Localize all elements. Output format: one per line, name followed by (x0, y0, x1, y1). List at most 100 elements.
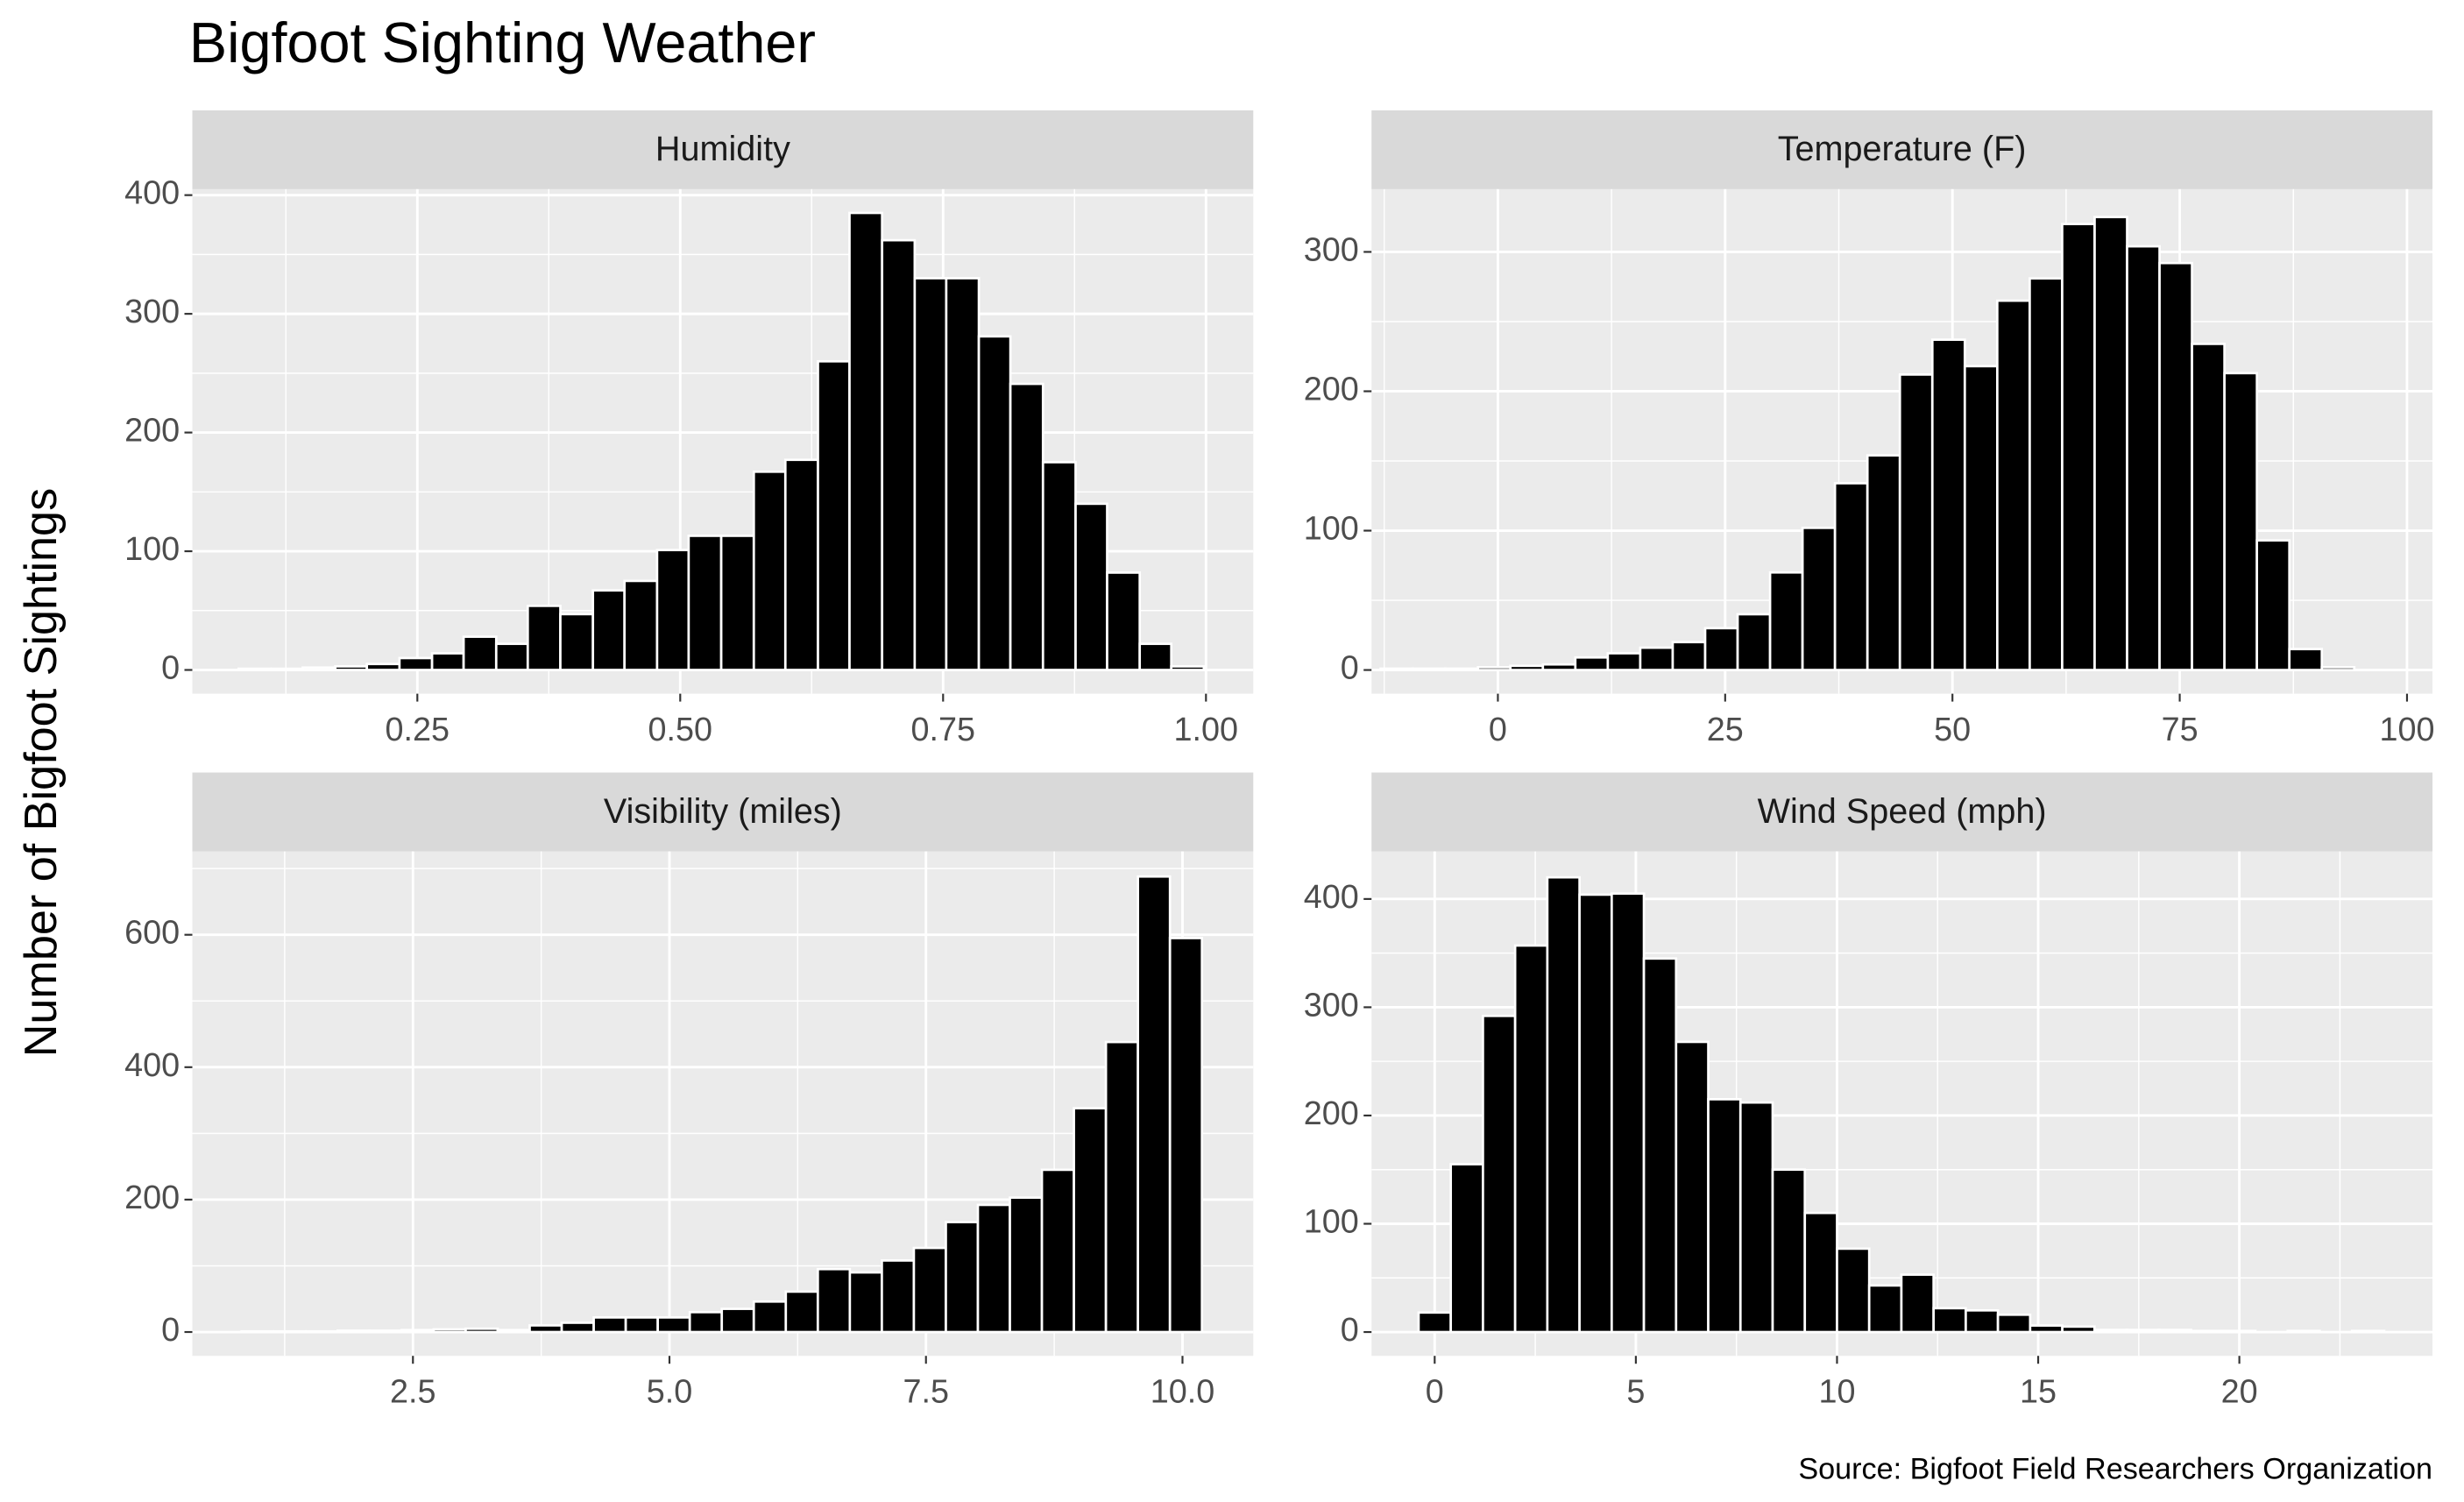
bar (1138, 642, 1173, 671)
bar (1482, 1014, 1517, 1334)
bar (2029, 277, 2064, 671)
x-tick-label: 5.0 (647, 1373, 693, 1410)
chart-title: Bigfoot Sighting Weather (189, 11, 816, 74)
bar (1866, 454, 1901, 671)
x-tick-label: 50 (1934, 712, 1971, 748)
x-tick-label: 25 (1707, 712, 1744, 748)
strip (192, 772, 1254, 852)
y-tick-label: 100 (1304, 511, 1359, 548)
x-tick-label: 0 (1489, 712, 1507, 748)
bar (2350, 1329, 2386, 1334)
strip-label: Humidity (655, 130, 790, 168)
bar (368, 1329, 403, 1334)
bar (688, 1311, 724, 1334)
bar (881, 238, 917, 671)
bar (430, 652, 465, 671)
x-tick-label: 75 (2162, 712, 2198, 748)
x-tick-label: 5 (1626, 1373, 1645, 1410)
bar (1170, 665, 1206, 671)
bar (560, 1321, 595, 1334)
bar (784, 1290, 819, 1334)
strip-label: Temperature (F) (1778, 130, 2027, 168)
y-tick-label: 300 (124, 294, 180, 330)
y-tick-label: 0 (161, 649, 180, 686)
x-tick-label: 0.75 (911, 712, 976, 748)
bar (1900, 1273, 1936, 1334)
bar (272, 1329, 308, 1334)
bar (1898, 373, 1934, 671)
x-tick-label: 10.0 (1151, 1373, 1215, 1410)
bar (1606, 652, 1642, 671)
bar (2320, 666, 2356, 671)
bar (1771, 1168, 1807, 1334)
bar (720, 1307, 755, 1334)
bar (304, 1329, 339, 1334)
bar (783, 458, 819, 671)
bar (526, 605, 562, 671)
bar (1738, 1101, 1774, 1334)
bar (623, 579, 659, 671)
bar (1836, 1247, 1871, 1334)
bar (1009, 1196, 1044, 1334)
bar (1610, 892, 1646, 1334)
y-tick-label: 300 (1304, 987, 1359, 1024)
y-tick-label: 0 (1341, 1312, 1359, 1349)
bar (1703, 627, 1739, 671)
y-tick-label: 200 (124, 1180, 180, 1216)
y-tick-label: 200 (124, 413, 180, 450)
bar (1736, 613, 1772, 671)
bar (2158, 261, 2193, 671)
x-tick-label: 15 (2020, 1373, 2057, 1410)
y-tick-label: 400 (124, 175, 180, 212)
bar (2223, 372, 2259, 671)
bar (624, 1316, 660, 1334)
bar (1803, 1211, 1838, 1334)
bar (1639, 646, 1675, 671)
bar (1513, 944, 1549, 1334)
bar (2126, 244, 2161, 671)
bar (237, 667, 273, 671)
x-tick-label: 20 (2221, 1373, 2258, 1410)
bar (1104, 1040, 1140, 1334)
y-tick-label: 600 (124, 915, 180, 952)
bar (719, 535, 755, 671)
bar (240, 1329, 275, 1334)
bar (270, 667, 304, 671)
strip-label: Wind Speed (mph) (1758, 792, 2047, 831)
bar (432, 1328, 467, 1334)
bar (496, 1328, 531, 1334)
y-tick-label: 0 (161, 1312, 180, 1349)
bar (464, 1327, 499, 1334)
bar (1996, 1313, 2032, 1334)
bar (1136, 875, 1172, 1334)
bar (1168, 937, 1204, 1334)
bar (1963, 365, 1999, 671)
bar (494, 642, 529, 671)
bar (559, 613, 595, 671)
bar (1040, 1168, 1075, 1334)
bar (2157, 1328, 2192, 1334)
bar (2092, 1328, 2128, 1334)
bar (398, 656, 434, 671)
bar (817, 359, 851, 671)
bar (1541, 662, 1577, 671)
bar (2286, 1329, 2321, 1334)
x-tick-label: 100 (2379, 712, 2434, 748)
bar (336, 1329, 372, 1334)
bar (2029, 1324, 2064, 1334)
y-tick-label: 200 (1304, 1095, 1359, 1132)
bar (1449, 1163, 1484, 1334)
bar (1009, 382, 1044, 671)
bar (655, 549, 690, 671)
bar (1417, 1311, 1453, 1334)
bar (592, 1316, 627, 1334)
bar (2221, 1329, 2257, 1334)
bar (1932, 1307, 1967, 1334)
y-tick-label: 100 (124, 531, 180, 568)
bar (1578, 893, 1613, 1334)
bar (2255, 539, 2291, 671)
y-tick-label: 400 (124, 1047, 180, 1084)
bar (1379, 667, 1414, 671)
